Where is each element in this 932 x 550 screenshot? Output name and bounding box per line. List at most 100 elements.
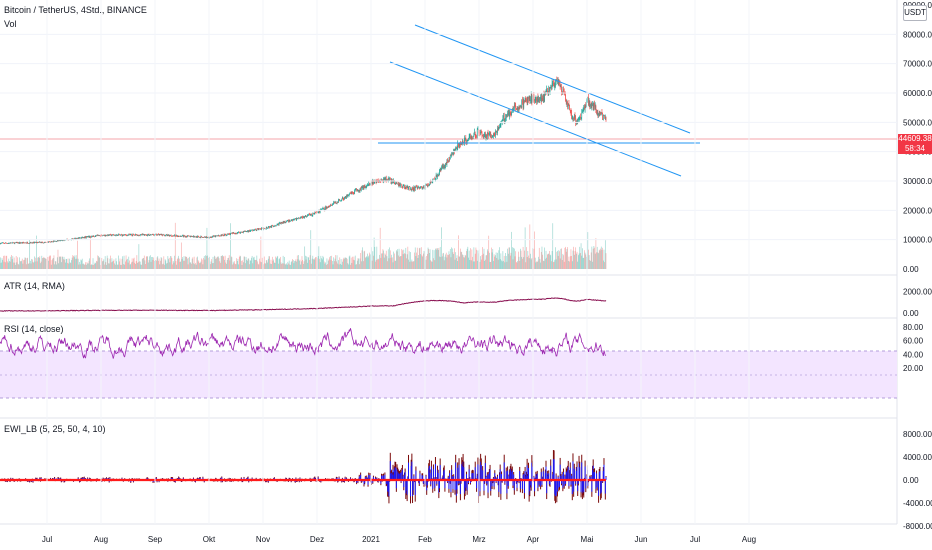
atr-title[interactable]: ATR (14, RMA)	[4, 281, 65, 291]
volume-bar	[173, 262, 175, 269]
candle-body	[552, 82, 554, 84]
upper-channel-line[interactable]	[414, 24, 691, 134]
volume-bar	[27, 263, 29, 269]
volume-bar	[52, 258, 53, 269]
candle-body	[367, 184, 369, 186]
volume-bar	[501, 261, 503, 269]
candle-body	[448, 159, 450, 162]
candle-body	[71, 238, 73, 240]
candle-body	[96, 235, 97, 237]
volume-bar	[230, 223, 231, 269]
volume-bar	[553, 261, 555, 269]
candle-body	[436, 174, 438, 177]
volume-bar	[202, 264, 204, 269]
candle-body	[88, 236, 90, 238]
candle-body	[452, 153, 454, 155]
volume-bar	[578, 253, 580, 269]
ewi-title[interactable]: EWI_LB (5, 25, 50, 4, 10)	[4, 424, 106, 434]
volume-bar	[8, 258, 10, 269]
candle-body	[39, 241, 41, 243]
volume-bar	[109, 258, 111, 269]
volume-bar	[395, 260, 397, 269]
candle-body	[203, 236, 205, 238]
volume-bar	[507, 253, 509, 269]
candle-body	[85, 236, 87, 239]
time-scale[interactable]: Jul Aug Sep Okt Nov Dez 2021 Feb Mrz Apr Mai Jun Jul…	[42, 0, 756, 544]
currency-unit-button[interactable]: USDT	[903, 5, 927, 21]
candle-body	[207, 237, 208, 238]
volume-bar	[238, 264, 239, 269]
volume-bar	[343, 257, 345, 269]
candle-body	[7, 243, 8, 244]
volume-bar	[102, 261, 103, 269]
volume-bar	[6, 255, 8, 269]
volume-bar	[79, 261, 80, 269]
volume-bar	[125, 255, 127, 269]
volume-bar	[194, 264, 196, 269]
volume-bar	[17, 257, 18, 269]
volume-bar	[114, 263, 115, 269]
candle-body	[589, 101, 591, 107]
symbol-title[interactable]: Bitcoin / TetherUS, 4Std., BINANCE	[4, 5, 147, 15]
volume-bar	[321, 258, 322, 269]
rsi-title[interactable]: RSI (14, close)	[4, 324, 64, 334]
candle-body	[110, 234, 111, 235]
candle-body	[271, 224, 272, 228]
candle-body	[416, 186, 417, 188]
volume-bar	[476, 249, 477, 269]
volume-bar	[451, 248, 453, 269]
volume-bar	[585, 254, 587, 269]
atr-tick-label: 0.00	[903, 309, 919, 318]
volume-bar	[593, 246, 595, 269]
candle-body	[119, 234, 121, 236]
volume-bar	[484, 260, 486, 269]
volume-bar	[80, 259, 82, 269]
volume-bar	[460, 251, 462, 269]
rsi-tick-label: 40.00	[903, 350, 924, 359]
candle-body	[243, 231, 245, 232]
candle-body	[155, 234, 157, 235]
time-tick-label: Sep	[148, 535, 163, 544]
volume-bar	[336, 255, 338, 269]
volume-bar	[198, 261, 200, 269]
candle-body	[228, 233, 229, 235]
volume-bar	[186, 256, 188, 269]
candle-body	[398, 184, 400, 186]
candle-body	[447, 160, 449, 162]
volume-bar	[203, 256, 205, 269]
volume-bar	[193, 256, 195, 269]
candle-body	[288, 220, 289, 222]
candle-body	[83, 237, 85, 238]
candle-body	[212, 235, 214, 237]
volume-bar	[60, 256, 62, 269]
candle-body	[22, 242, 24, 244]
volume-bar	[394, 260, 396, 269]
volume-bar	[164, 264, 165, 269]
lower-channel-line[interactable]	[389, 61, 682, 177]
volume-bar	[544, 258, 546, 269]
volume-bar	[433, 250, 435, 269]
candle-body	[565, 94, 566, 102]
volume-bar	[301, 256, 303, 269]
ewi-area	[0, 450, 607, 504]
volume-bar	[520, 250, 522, 269]
volume-bar	[565, 246, 566, 269]
volume-bar	[156, 260, 157, 269]
candle-body	[435, 178, 436, 180]
volume-bar	[457, 261, 459, 269]
candle-body	[226, 233, 228, 236]
candle-body	[145, 234, 146, 235]
candle-body	[141, 234, 142, 236]
volume-bar	[299, 259, 301, 269]
volume-bar	[487, 249, 488, 269]
volume-label[interactable]: Vol	[4, 19, 17, 29]
candle-body	[195, 236, 197, 238]
candle-body	[533, 94, 535, 100]
candle-body	[600, 112, 602, 115]
volume-bar	[517, 260, 519, 269]
candle-body	[497, 128, 499, 129]
rsi-tick-label: 80.00	[903, 323, 924, 332]
candle-body	[441, 165, 443, 168]
volume-bar	[321, 259, 323, 269]
